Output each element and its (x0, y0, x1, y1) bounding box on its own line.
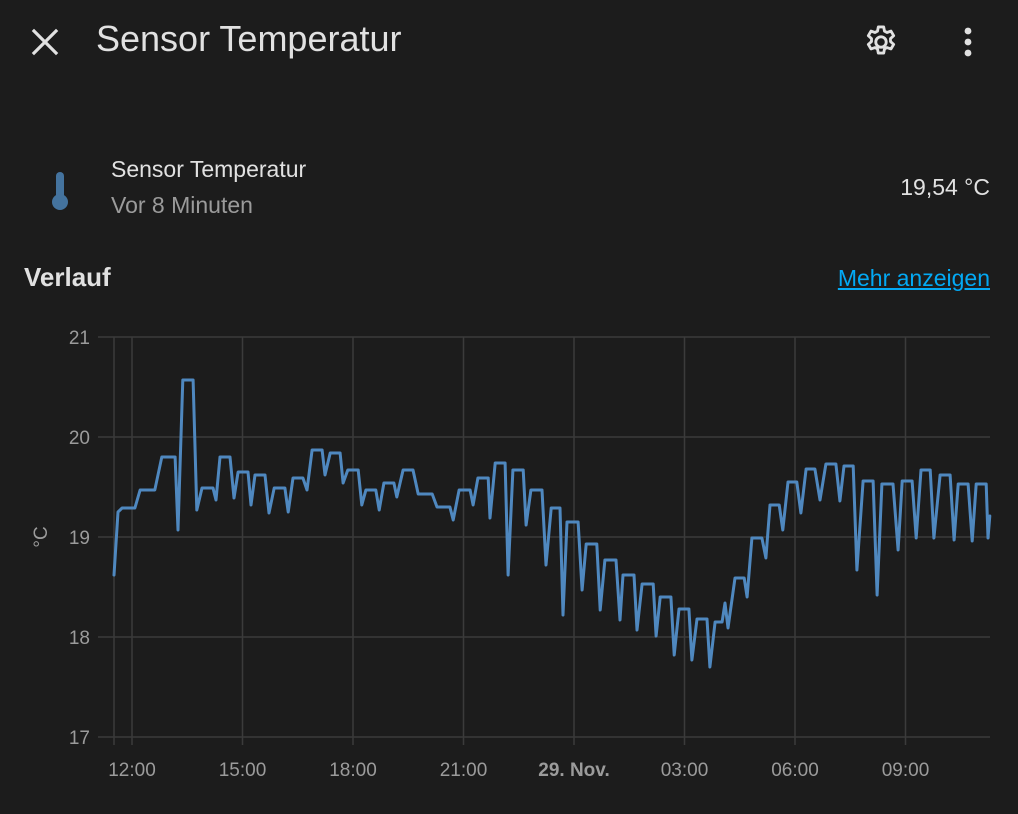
settings-button[interactable] (862, 23, 900, 61)
x-tick-label: 29. Nov. (538, 760, 609, 781)
gear-icon (866, 25, 896, 55)
show-more-link[interactable]: Mehr anzeigen (837, 265, 990, 291)
history-chart: 17 18 19 20 21 12:00 15:00 18:00 21:00 29. Nov. 0… (31, 328, 992, 781)
x-tick-label: 18:00 (329, 760, 377, 781)
x-axis-ticks: 12:00 15:00 18:00 21:00 29. Nov. 03:00 06:00 09… (108, 760, 929, 781)
x-tick-label: 12:00 (108, 760, 156, 781)
entity-last-changed: Vor 8 Minuten (111, 192, 253, 218)
chart-series (112, 378, 992, 669)
y-tick-label: 20 (69, 428, 90, 449)
y-axis-ticks: 17 18 19 20 21 (69, 328, 90, 749)
y-axis-label: °C (31, 526, 52, 547)
y-tick-label: 21 (69, 328, 90, 349)
entity-name: Sensor Temperatur (111, 156, 307, 182)
y-tick-label: 17 (69, 728, 90, 749)
thermometer-icon (52, 172, 68, 210)
x-tick-label: 15:00 (219, 760, 267, 781)
history-title: Verlauf (24, 262, 111, 292)
x-tick-label: 21:00 (440, 760, 488, 781)
y-tick-label: 19 (69, 528, 90, 549)
more-menu-button[interactable] (952, 23, 984, 61)
more-vertical-icon (964, 27, 972, 57)
entity-state: 19,54 °C (900, 174, 990, 200)
close-icon (31, 28, 59, 56)
y-tick-label: 18 (69, 628, 90, 649)
x-tick-label: 09:00 (882, 760, 930, 781)
x-tick-label: 06:00 (771, 760, 819, 781)
dialog-title: Sensor Temperatur (96, 18, 402, 59)
close-button[interactable] (28, 25, 62, 59)
x-tick-label: 03:00 (661, 760, 709, 781)
temperature-line (112, 378, 992, 669)
chart-grid (98, 336, 990, 745)
